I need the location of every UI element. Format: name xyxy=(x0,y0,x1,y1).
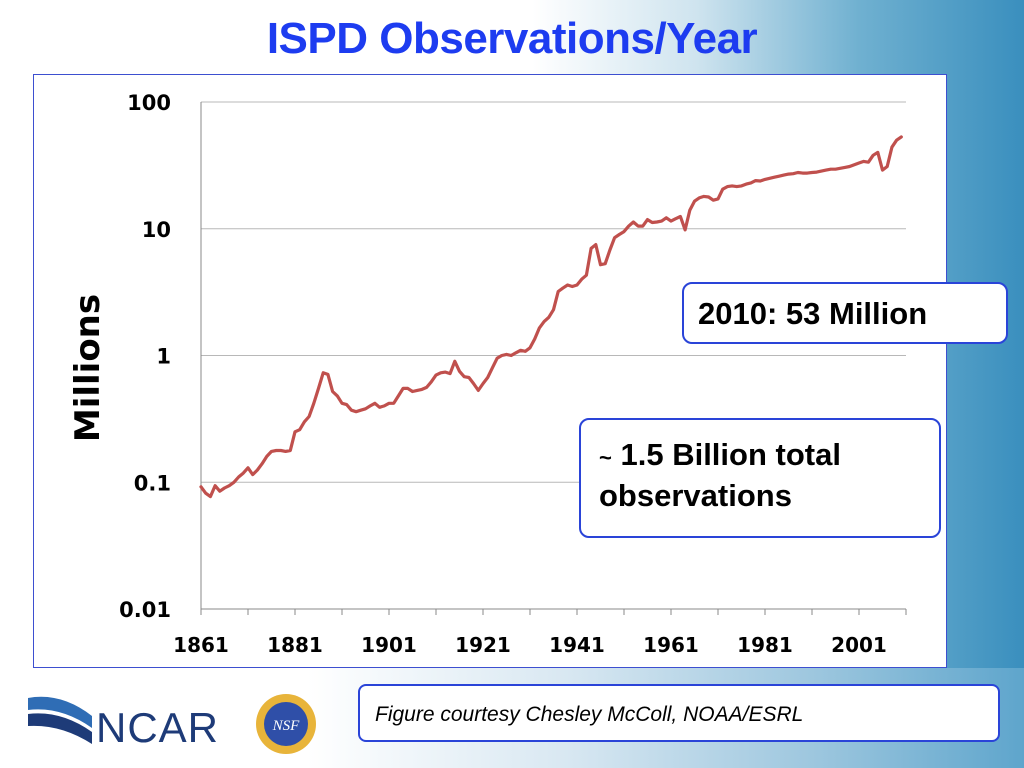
callout-2010-text: 2010: 53 Million xyxy=(698,296,928,331)
y-tick-label: 10 xyxy=(142,218,171,242)
x-tick-label: 1981 xyxy=(737,633,793,657)
x-tick-label: 2001 xyxy=(831,633,887,657)
x-tick-label: 1921 xyxy=(455,633,511,657)
series-layer xyxy=(199,135,903,499)
x-tick-label: 1861 xyxy=(173,633,229,657)
series-line xyxy=(199,135,903,499)
axes xyxy=(200,102,907,615)
ncar-logo-text: NCAR xyxy=(96,704,220,751)
x-tick-label: 1941 xyxy=(549,633,605,657)
y-tick-label: 0.1 xyxy=(134,471,171,495)
callout-tilde: ~ xyxy=(599,445,612,470)
ncar-logo-icon xyxy=(28,696,92,744)
nsf-logo-text: NSF xyxy=(272,718,301,734)
x-tick-label: 1901 xyxy=(361,633,417,657)
y-axis-label: Millions xyxy=(68,294,108,442)
callout-total-line1: 1.5 Billion total xyxy=(620,437,841,472)
y-tick-label: 0.01 xyxy=(119,598,171,622)
callout-billion-total: ~ 1.5 Billion total observations xyxy=(579,418,941,538)
figure-credit: Figure courtesy Chesley McColl, NOAA/ESR… xyxy=(358,684,1000,742)
nsf-logo-icon: NSF xyxy=(256,694,316,754)
x-tick-label: 1881 xyxy=(267,633,323,657)
y-tick-label: 1 xyxy=(156,345,171,369)
callout-2010-total: 2010: 53 Million xyxy=(682,282,1008,344)
figure-credit-text: Figure courtesy Chesley McColl, NOAA/ESR… xyxy=(375,703,804,726)
callout-total-line2: observations xyxy=(599,478,792,513)
y-tick-label: 100 xyxy=(127,91,171,115)
page-title: ISPD Observations/Year xyxy=(266,14,758,63)
x-tick-label: 1961 xyxy=(643,633,699,657)
